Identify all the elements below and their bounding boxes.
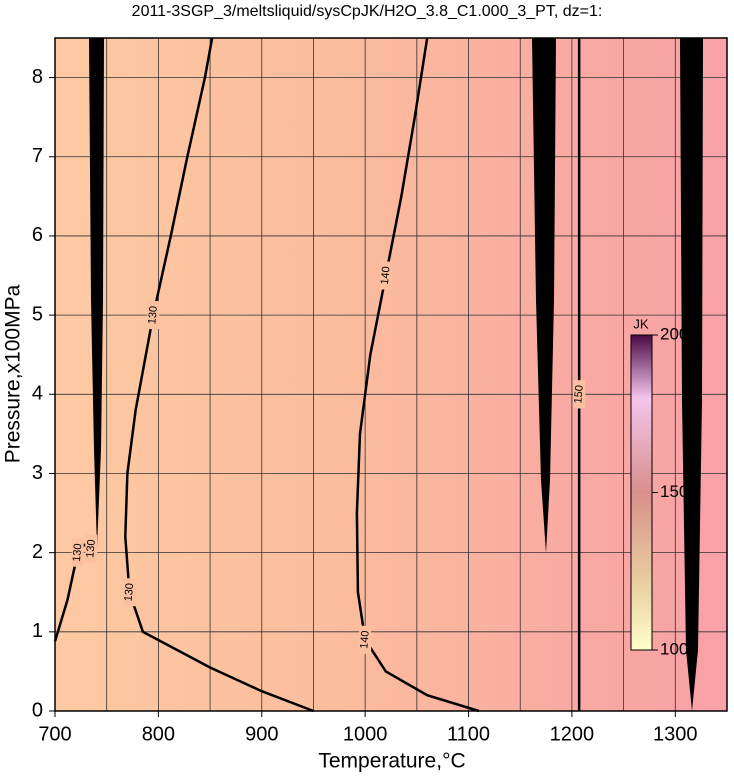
contour-label-bg [573,380,586,409]
contour-label-bg [359,625,372,654]
dense-band [532,38,556,553]
colorbar-ticks: 100 150 200 [652,324,688,658]
x-tick-label: 700 [38,723,71,745]
colorbar-tick-label: 200 [660,324,688,343]
colorbar-tick-label: 100 [660,639,688,658]
chart-title: 2011-3SGP_3/meltsliquid/sysCpJK/H2O_3.8_… [132,3,603,20]
y-tick-label: 7 [32,145,43,167]
contour-label: 130 [146,305,160,324]
x-tick-label: 1100 [447,723,490,745]
y-tick-label: 2 [32,541,43,563]
y-tick-label: 3 [32,462,43,484]
plot-frame [54,37,728,712]
x-tick-label: 1000 [343,723,388,745]
x-axis-label: Temperature,°C [318,750,465,773]
plot-background [55,38,727,711]
contour-label: 140 [379,266,393,285]
contour-label: 130 [123,583,137,602]
contours: 130130130130140140150150 [53,37,586,713]
contour-line [124,37,314,713]
dense-contours [89,38,703,711]
y-tick-label: 8 [32,66,43,88]
colorbar-tick-label: 150 [660,482,688,501]
contour-label-bg [123,578,136,607]
y-tick-label: 4 [32,383,43,405]
contour-label: 130 [71,543,85,562]
x-tick-label: 800 [142,723,175,745]
x-tick-label: 900 [245,723,278,745]
x-tick-label: 1200 [550,723,595,745]
contour-label: 130 [84,539,98,558]
dense-band [680,38,703,711]
colorbar-label: JK [633,316,649,331]
contour-label-bg [71,538,84,567]
contour-label-bg [379,261,392,290]
colorbar [630,334,653,651]
contour-label-bg [85,534,98,563]
dense-band [89,38,104,548]
y-tick-label: 1 [32,620,43,642]
contour-label: 150 [572,385,586,404]
y-axis-label: Pressure,x100MPa [2,284,25,463]
contour-line [355,37,480,713]
contour-label: 140 [358,630,372,649]
y-tick-label: 6 [32,224,43,246]
y-tick-label: 5 [32,303,43,325]
y-tick-label: 0 [32,699,43,721]
x-tick-label: 1300 [653,723,698,745]
contour-label-bg [147,301,160,330]
